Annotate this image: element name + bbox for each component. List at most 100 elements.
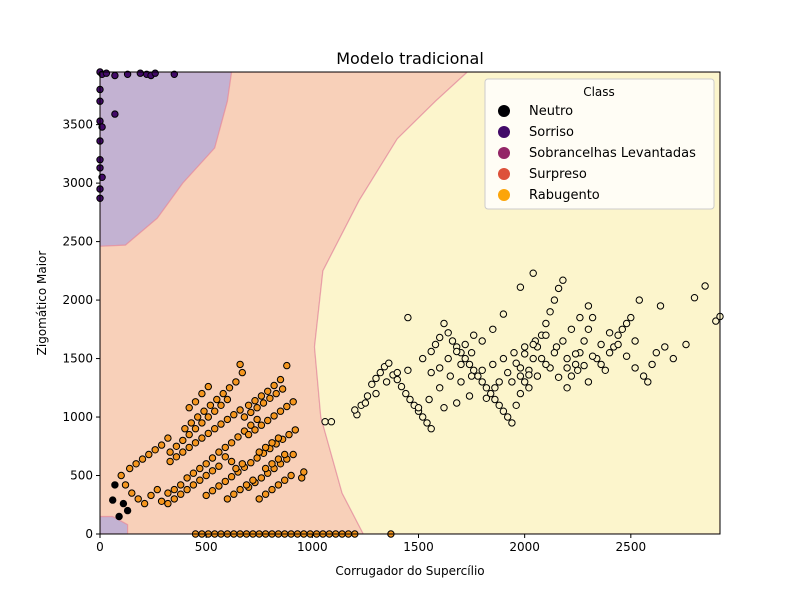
point-rabugento	[153, 485, 162, 494]
point-rabugento	[251, 397, 259, 405]
point-pontos-claros	[529, 340, 537, 349]
point-rabugento	[172, 442, 181, 450]
legend-entries: Neutro Sorriso Sobrancelhas Levantadas Surp…	[498, 104, 696, 203]
point-pontos-claros	[580, 337, 588, 345]
point-pontos-claros	[508, 419, 516, 427]
point-pontos-claros	[661, 343, 669, 351]
point-rabugento	[274, 434, 283, 442]
point-pontos-claros	[465, 360, 474, 369]
point-rabugento	[242, 481, 251, 489]
point-pontos-claros	[406, 395, 414, 404]
point-rabugento	[185, 443, 193, 452]
point-rabugento	[223, 395, 232, 404]
point-pontos-claros	[550, 296, 559, 304]
point-rabugento	[170, 495, 179, 503]
point-pontos-claros	[614, 331, 622, 339]
point-pontos-claros	[554, 284, 563, 293]
point-neutro	[115, 512, 123, 521]
point-rabugento	[204, 382, 213, 391]
point-rabugento	[198, 419, 206, 427]
point-pontos-claros	[495, 378, 503, 386]
point-rabugento	[223, 495, 232, 503]
legend-label-2: Sobrancelhas Levantadas	[529, 146, 696, 161]
point-rabugento	[117, 471, 125, 480]
legend-label-3: Surpreso	[529, 167, 587, 182]
legend-label-0: Neutro	[529, 104, 573, 119]
point-pontos-claros	[631, 337, 639, 345]
point-rabugento	[202, 491, 210, 500]
point-rabugento	[213, 395, 221, 404]
point-pontos-claros	[508, 378, 516, 386]
point-rabugento	[221, 443, 230, 452]
point-rabugento	[253, 404, 261, 412]
x-tick-label: 1000	[297, 540, 328, 554]
point-rabugento	[268, 460, 276, 468]
point-rabugento	[215, 482, 223, 490]
point-pontos-claros	[605, 349, 614, 357]
point-pontos-claros	[550, 349, 559, 357]
point-pontos-claros	[372, 374, 380, 383]
point-rabugento	[217, 401, 225, 409]
point-rabugento	[255, 495, 263, 503]
point-rabugento	[274, 455, 283, 463]
point-pontos-claros	[521, 350, 529, 358]
plot-frame	[99, 71, 721, 535]
point-rabugento	[240, 413, 249, 421]
point-pontos-claros	[478, 378, 486, 386]
point-pontos-claros	[690, 294, 699, 302]
point-rabugento	[215, 462, 223, 470]
point-pontos-claros	[525, 384, 533, 392]
point-rabugento	[257, 421, 266, 429]
x-tick-label: 0	[96, 540, 104, 554]
point-pontos-claros	[559, 337, 567, 345]
point-rabugento	[225, 384, 234, 392]
point-pontos-claros	[537, 354, 546, 363]
point-pontos-claros	[425, 395, 433, 404]
point-pontos-claros	[542, 360, 550, 369]
point-pontos-claros	[478, 366, 486, 374]
point-rabugento	[217, 420, 225, 428]
point-rabugento	[202, 460, 210, 468]
point-rabugento	[138, 455, 147, 463]
point-pontos-claros	[404, 313, 412, 322]
point-pontos-claros	[639, 372, 648, 380]
point-pontos-claros	[453, 399, 461, 407]
y-tick-label: 2000	[62, 293, 93, 307]
point-pontos-claros	[648, 360, 656, 369]
point-rabugento	[289, 398, 297, 406]
point-pontos-claros	[448, 337, 457, 345]
point-rabugento	[266, 394, 274, 402]
point-pontos-claros	[635, 296, 643, 304]
point-pontos-claros	[516, 364, 525, 372]
point-pontos-claros	[482, 384, 491, 392]
point-rabugento	[157, 497, 166, 505]
legend-title: Class	[583, 85, 615, 99]
point-rabugento	[272, 389, 280, 398]
point-rabugento	[236, 406, 244, 414]
point-rabugento	[261, 464, 270, 473]
point-pontos-claros	[489, 325, 497, 333]
point-rabugento	[247, 459, 255, 467]
point-pontos-claros	[327, 418, 336, 426]
point-pontos-claros	[597, 360, 605, 369]
point-rabugento	[270, 412, 278, 420]
point-rabugento	[164, 499, 172, 508]
point-rabugento	[211, 407, 219, 415]
point-pontos-claros	[504, 368, 512, 377]
point-rabugento	[198, 434, 206, 442]
point-rabugento	[177, 490, 185, 498]
point-rabugento	[191, 439, 200, 447]
point-pontos-claros	[521, 378, 529, 386]
chart-title: Modelo tradicional	[336, 49, 484, 68]
point-pontos-claros	[567, 325, 576, 333]
point-pontos-claros	[427, 368, 435, 377]
point-rabugento	[132, 460, 140, 468]
point-rabugento	[221, 453, 230, 461]
x-tick-label: 1500	[403, 540, 434, 554]
point-pontos-claros	[584, 325, 593, 333]
point-rabugento	[215, 448, 223, 456]
x-tick-label: 500	[195, 540, 218, 554]
point-pontos-claros	[372, 389, 380, 398]
point-pontos-claros	[467, 372, 476, 380]
point-rabugento	[285, 430, 293, 439]
